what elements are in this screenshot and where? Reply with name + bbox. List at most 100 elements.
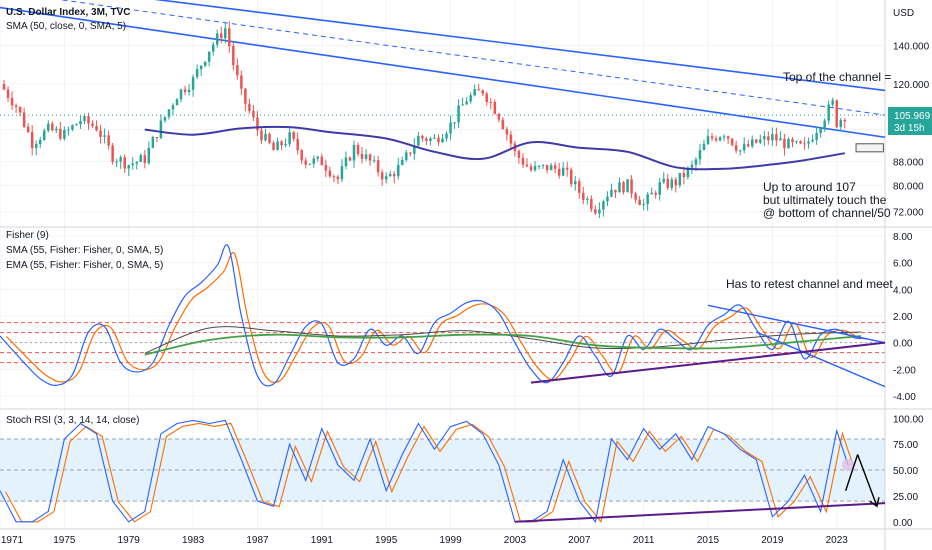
candle-body xyxy=(569,169,573,185)
candle-body xyxy=(67,129,70,131)
price-pane[interactable] xyxy=(0,0,886,219)
price-scale[interactable]: 140.000120.000100.00088.00080.00072.0008… xyxy=(893,42,930,529)
candle-body xyxy=(139,155,143,162)
candle-body xyxy=(171,105,175,110)
candle xyxy=(453,122,456,129)
candle xyxy=(610,183,613,198)
candle xyxy=(529,163,533,172)
candle xyxy=(336,174,340,185)
candle-body xyxy=(578,181,581,193)
candle xyxy=(521,153,525,168)
candle xyxy=(819,127,822,138)
candle xyxy=(734,140,738,154)
candle xyxy=(835,99,838,129)
candle-body xyxy=(236,65,239,76)
candle xyxy=(477,83,480,91)
candle xyxy=(469,92,472,104)
candle-body xyxy=(115,161,118,163)
candle-body xyxy=(75,124,78,126)
candle xyxy=(742,137,746,154)
candle xyxy=(284,138,287,148)
candle xyxy=(565,161,569,177)
candle xyxy=(545,164,549,174)
candle-body xyxy=(642,204,645,206)
candle xyxy=(163,116,167,123)
candle xyxy=(823,118,826,132)
candle xyxy=(215,29,219,48)
candle xyxy=(586,196,589,205)
target-box xyxy=(855,143,884,153)
candle-body xyxy=(634,193,637,200)
candle xyxy=(497,112,501,123)
candle xyxy=(195,64,199,79)
candle-body xyxy=(710,136,714,139)
candle xyxy=(143,150,147,169)
candle xyxy=(300,148,303,165)
candle-body xyxy=(433,137,436,139)
candle xyxy=(839,117,842,132)
candle-body xyxy=(22,112,26,127)
candle-body xyxy=(702,144,706,151)
candle xyxy=(368,153,372,166)
candle xyxy=(115,158,118,168)
candle xyxy=(413,138,416,160)
candle xyxy=(63,126,66,141)
candle xyxy=(344,151,348,170)
candle-body xyxy=(835,100,838,127)
candle xyxy=(803,137,806,150)
candle xyxy=(537,165,541,170)
last-price-badge[interactable]: 105.969 3d 15h xyxy=(888,107,932,135)
currency-label[interactable]: USD xyxy=(893,8,914,19)
candle xyxy=(264,128,267,142)
candle xyxy=(771,127,774,146)
fisher-tick-label: 8.00 xyxy=(893,232,913,243)
candle-body xyxy=(481,90,484,94)
candle-body xyxy=(694,159,698,165)
candle xyxy=(706,128,710,145)
fisher-tick-label: 6.00 xyxy=(893,259,913,270)
fisher-ema-label: EMA (55, Fisher: Fisher, 0, SMA, 5) xyxy=(6,260,163,271)
candle-body xyxy=(260,130,263,141)
candle-body xyxy=(646,194,649,205)
candle-body xyxy=(51,123,54,131)
fisher-pane[interactable] xyxy=(0,244,886,388)
candle xyxy=(312,155,316,168)
candle-body xyxy=(215,33,219,45)
candle xyxy=(352,140,356,168)
candle xyxy=(236,58,239,80)
candle xyxy=(14,103,18,113)
candle xyxy=(47,120,50,133)
price-annotations xyxy=(0,114,885,153)
candle-body xyxy=(203,61,207,66)
time-scale[interactable]: 1971 1975 1979 1983 1987 1991 1995 1999 2003 2007… xyxy=(1,535,848,546)
candle xyxy=(638,196,641,206)
candle xyxy=(670,176,674,191)
candle-body xyxy=(413,145,416,154)
candle-body xyxy=(328,170,332,177)
candle-body xyxy=(397,164,400,177)
candle xyxy=(730,138,734,147)
candle xyxy=(30,125,34,156)
candle-body xyxy=(461,104,464,106)
candle-body xyxy=(224,28,227,39)
candle-body xyxy=(280,141,283,146)
price-channel[interactable] xyxy=(0,0,886,139)
candle-body xyxy=(368,154,372,161)
candle xyxy=(622,181,625,195)
candle xyxy=(392,171,396,184)
candle-body xyxy=(312,158,316,164)
candle-body xyxy=(594,209,597,214)
candle xyxy=(445,131,448,142)
candle xyxy=(553,161,557,173)
time-tick-label: 2011 xyxy=(633,535,655,546)
candle xyxy=(316,155,320,162)
candle xyxy=(791,137,794,148)
candle xyxy=(714,135,718,143)
candle-body xyxy=(445,133,448,139)
stoch-rsi-pane[interactable] xyxy=(0,419,886,524)
candle xyxy=(569,167,573,188)
candle-body xyxy=(95,125,98,131)
candle-body xyxy=(795,141,798,143)
candle-body xyxy=(437,137,440,143)
